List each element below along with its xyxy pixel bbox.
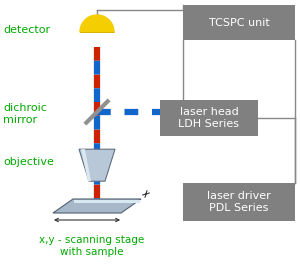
Text: detector: detector bbox=[3, 25, 50, 35]
Text: laser head
LDH Series: laser head LDH Series bbox=[178, 107, 239, 129]
Bar bbox=[160, 100, 258, 136]
Bar bbox=[183, 183, 295, 221]
Polygon shape bbox=[53, 199, 141, 213]
Polygon shape bbox=[74, 200, 140, 203]
Text: TCSPC unit: TCSPC unit bbox=[208, 18, 269, 27]
Text: laser driver
PDL Series: laser driver PDL Series bbox=[207, 191, 271, 213]
Bar bbox=[183, 5, 295, 40]
Text: x,y - scanning stage
with sample: x,y - scanning stage with sample bbox=[39, 235, 145, 257]
Polygon shape bbox=[79, 149, 115, 181]
Text: objective: objective bbox=[3, 157, 54, 167]
Polygon shape bbox=[81, 149, 91, 181]
Polygon shape bbox=[80, 15, 114, 32]
Text: dichroic
mirror: dichroic mirror bbox=[3, 103, 47, 125]
